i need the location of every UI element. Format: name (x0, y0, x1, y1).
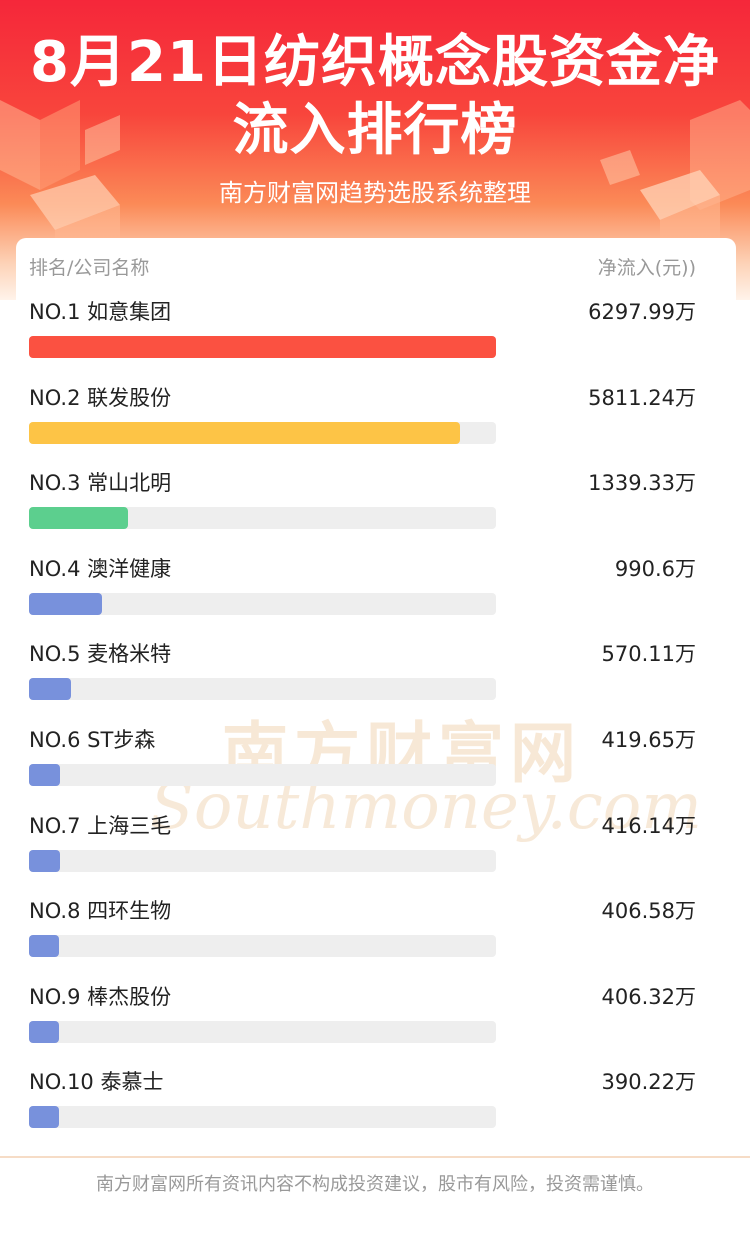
row-net-inflow-value: 570.11万 (601, 642, 696, 667)
row-company-name: ST步森 (87, 728, 156, 752)
row-rank: NO.2 (29, 385, 81, 410)
row-rank: NO.1 (29, 300, 81, 324)
bar-fill (29, 678, 72, 701)
row-label: NO.4 澳洋健康 (29, 555, 171, 583)
row-label: NO.10 泰慕士 (29, 1068, 163, 1096)
row-net-inflow-value: 6297.99万 (588, 300, 696, 324)
row-company-name: 泰慕士 (100, 1070, 164, 1095)
row-company-name: 联发股份 (87, 385, 172, 410)
bar-track (29, 507, 496, 530)
row-company-name: 四环生物 (87, 899, 172, 924)
bar-fill (29, 1020, 60, 1043)
row-company-name: 常山北明 (87, 471, 172, 496)
row-company-name: 上海三毛 (87, 813, 172, 838)
row-rank: NO.3 (29, 471, 81, 496)
row-label: NO.5 麦格米特 (29, 640, 171, 668)
bar-track (29, 336, 496, 358)
row-rank: NO.7 (29, 813, 81, 838)
row-label: NO.7 上海三毛 (29, 812, 171, 840)
bar-fill (29, 421, 460, 444)
row-rank: NO.5 (29, 642, 81, 667)
row-label: NO.8 四环生物 (29, 897, 171, 925)
row-company-name: 棒杰股份 (87, 984, 172, 1009)
bar-fill (29, 1106, 59, 1129)
bar-track (29, 1020, 496, 1043)
row-net-inflow-value: 416.14万 (601, 813, 696, 838)
row-company-name: 如意集团 (87, 300, 172, 324)
column-header-net-inflow: 净流入(元)) (597, 257, 696, 279)
row-rank: NO.4 (29, 556, 81, 581)
footer-disclaimer: 南方财富网所有资讯内容不构成投资建议，股市有风险，投资需谨慎。 (96, 1174, 654, 1195)
decorative-cubes-graphic (0, 100, 750, 270)
footer-divider (0, 1156, 750, 1158)
bar-fill (29, 764, 61, 786)
page-title-line-1: 8月21日纺织概念股资金净 (30, 30, 720, 95)
bar-track (29, 935, 496, 958)
row-net-inflow-value: 5811.24万 (588, 385, 696, 410)
row-label: NO.2 联发股份 (29, 384, 171, 412)
row-company-name: 麦格米特 (87, 642, 172, 667)
row-label: NO.3 常山北明 (29, 469, 171, 497)
bar-track (29, 592, 496, 615)
page-title-line-2: 流入排行榜 (232, 98, 518, 163)
row-company-name: 澳洋健康 (87, 556, 172, 581)
row-label: NO.6 ST步森 (29, 726, 155, 754)
row-net-inflow-value: 990.6万 (614, 556, 696, 581)
row-rank: NO.9 (29, 984, 81, 1009)
row-net-inflow-value: 406.32万 (601, 984, 696, 1009)
row-label: NO.9 棒杰股份 (29, 983, 171, 1011)
bar-fill (29, 507, 129, 530)
bar-fill (29, 336, 496, 358)
bar-track (29, 849, 496, 872)
bar-track (29, 678, 496, 701)
column-header-rank-name: 排名/公司名称 (29, 257, 150, 279)
row-rank: NO.10 (29, 1070, 94, 1095)
row-label: NO.1 如意集团 (29, 298, 171, 326)
row-rank: NO.8 (29, 899, 81, 924)
bar-track (29, 764, 496, 786)
page-subtitle: 南方财富网趋势选股系统整理 (219, 179, 531, 207)
bar-fill (29, 935, 60, 958)
row-net-inflow-value: 1339.33万 (588, 471, 696, 496)
row-net-inflow-value: 406.58万 (601, 899, 696, 924)
bar-fill (29, 849, 60, 872)
row-net-inflow-value: 419.65万 (601, 728, 696, 752)
row-net-inflow-value: 390.22万 (601, 1070, 696, 1095)
bar-fill (29, 592, 103, 615)
bar-track (29, 421, 496, 444)
row-rank: NO.6 (29, 728, 81, 752)
bar-track (29, 1106, 496, 1129)
